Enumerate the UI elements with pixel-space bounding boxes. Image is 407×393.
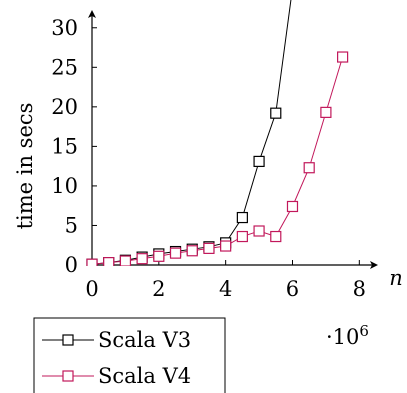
y-axis-label: time in secs: [13, 103, 37, 230]
data-point-scala-v3: [253, 155, 265, 168]
x-scale-multiplier-exponent: 6: [359, 322, 369, 340]
y-tick-label: 5: [65, 213, 78, 237]
x-axis-label: n: [389, 266, 403, 290]
y-tick-label: 30: [51, 16, 78, 40]
y-tick-label: 15: [51, 134, 78, 158]
x-axis-arrowhead: [370, 261, 378, 269]
legend-label-scala-v4: Scala V4: [98, 364, 191, 388]
data-point-scala-v4: [136, 253, 148, 265]
data-point-scala-v4: [119, 255, 132, 266]
axes: [88, 10, 378, 269]
x-tick-label: 8: [353, 277, 366, 301]
y-tick-label: 20: [51, 95, 78, 119]
data-point-scala-v4: [220, 240, 232, 252]
y-tick-label: 10: [51, 174, 78, 198]
series-line-scala-v4: [91, 56, 344, 265]
x-tick-label: 6: [286, 277, 299, 301]
y-ticks: 0 5 10 15 20 25 30: [51, 16, 97, 277]
x-scale-multiplier: ·106: [326, 322, 369, 349]
legend: Scala V3 Scala V4: [33, 317, 226, 393]
data-point-scala-v4: [286, 200, 299, 213]
data-point-scala-v4: [103, 257, 115, 266]
y-tick-label: 25: [51, 55, 78, 79]
data-point-scala-v4: [320, 106, 332, 118]
x-ticks: 0 2 4 6 8: [85, 260, 366, 301]
data-point-scala-v3: [236, 211, 248, 224]
y-axis-arrowhead: [88, 10, 96, 18]
x-scale-multiplier-base: ·10: [326, 325, 359, 349]
data-point-scala-v4: [303, 162, 315, 174]
data-point-scala-v3: [270, 107, 282, 119]
legend-marker-scala-v4: [62, 370, 74, 382]
data-point-scala-v4: [236, 230, 248, 243]
x-tick-label: 0: [85, 277, 98, 301]
data-point-scala-v4: [203, 242, 215, 254]
data-point-scala-v4: [253, 225, 265, 237]
data-point-scala-v4: [270, 230, 282, 243]
data-point-scala-v4: [186, 245, 198, 257]
series-scala-v4: [86, 51, 349, 266]
series-line-scala-v3: [91, 0, 292, 265]
x-tick-label: 4: [219, 277, 232, 301]
x-tick-label: 2: [152, 277, 165, 301]
y-tick-label: 0: [65, 253, 78, 277]
data-point-scala-v4: [337, 51, 349, 63]
legend-label-scala-v3: Scala V3: [98, 328, 191, 352]
legend-marker-scala-v3: [62, 334, 74, 346]
data-point-scala-v4: [169, 247, 182, 259]
series-layer: [86, 0, 349, 266]
data-point-scala-v4: [153, 250, 165, 262]
data-point-scala-v4: [86, 258, 98, 266]
